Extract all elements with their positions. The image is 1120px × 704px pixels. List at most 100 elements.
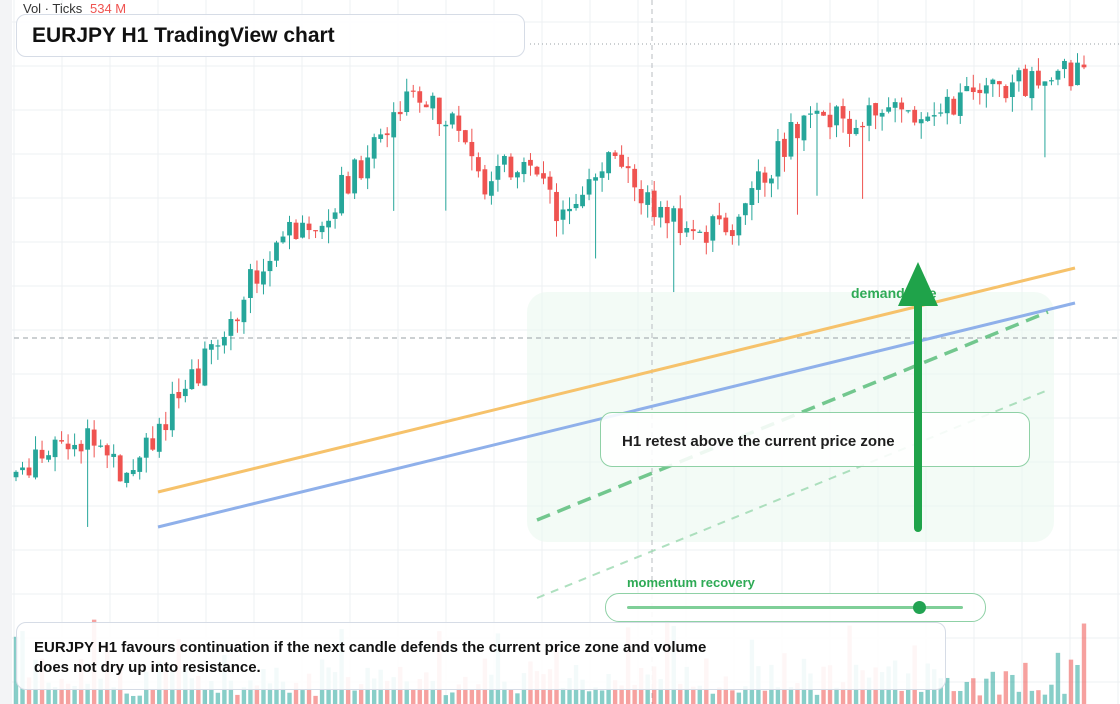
candle-body [319,225,325,233]
candle-body [52,439,58,458]
volume-bar [599,690,605,704]
volume-bar [430,680,435,704]
candle-body [996,81,1002,85]
momentum-slider-track [627,606,963,609]
volume-bar [840,682,846,704]
candle-body [703,231,709,243]
volume-bar [984,678,989,704]
volume-bar [345,677,351,704]
candle-body [899,102,905,110]
volume-bar [958,690,963,704]
candle-body [632,168,638,188]
volume-bar [202,689,208,704]
volume-bar [417,678,422,704]
volume-bar [762,690,768,704]
candle-body [508,156,514,178]
candle-body [65,443,71,450]
zone-note-box [600,412,1030,467]
candle-body [951,98,957,115]
candle-body [85,428,91,450]
candle-body [892,102,898,108]
volume-bar [619,685,624,704]
volume-bar [85,683,90,704]
candle-body [886,107,892,112]
volume-bar [508,689,514,704]
candle-body [938,112,944,114]
volume-bar [371,678,377,704]
volume-bar [691,686,696,704]
candle-body [248,269,253,298]
volume-bar [254,685,260,704]
candle-body [436,97,442,125]
candle-body [397,111,403,115]
candle-body [111,453,117,457]
volume-bar [287,692,292,704]
volume-bar [59,678,64,704]
candle-body [117,455,123,482]
candle-body [475,157,481,172]
candle-body [130,470,136,475]
candle-body [365,157,371,179]
candle-body [456,115,462,131]
volume-bar [228,680,234,704]
candle-body [1036,70,1041,86]
candle-body [339,174,345,214]
candle-body [502,155,507,165]
candle-body [827,114,833,128]
volume-bar [352,690,357,704]
candle-body [358,160,364,179]
candle-body [638,189,644,204]
candle-body [645,192,651,205]
momentum-label: momentum recovery [627,575,755,590]
candle-body [769,178,774,184]
volume-bar [938,678,943,704]
candle-body [749,188,755,205]
candle-body [182,388,188,397]
volume-indicator-value: 534 M [90,1,127,16]
caption-panel [16,622,946,690]
price-scale-strip [0,0,12,704]
momentum-slider-knob[interactable] [913,601,927,614]
volume-bar [1036,690,1041,704]
volume-bar [834,687,839,704]
candle-body [410,90,416,92]
candle-body [352,159,358,194]
candle-body [176,391,182,399]
candle-body [964,86,970,92]
volume-bar [612,680,618,704]
candle-body [1068,62,1074,87]
candle-body [567,208,572,212]
candle-body [521,161,527,175]
candle-body [580,194,585,207]
candle-body [573,203,579,209]
candle-body [918,119,924,124]
candle-body [775,141,781,177]
candle-body [931,115,937,117]
volume-bar [111,687,116,704]
candle-body [879,112,885,117]
candle-body [1055,70,1061,80]
candle-body [1003,86,1009,99]
volume-bar [678,683,683,704]
volume-bar [384,680,390,704]
candle-body [33,449,38,478]
candle-body [847,118,852,134]
candle-body [488,181,494,196]
volume-bar [580,679,585,704]
candle-body [944,96,950,114]
candle-body [795,123,800,139]
volume-bar [730,690,735,704]
volume-bar [997,694,1002,704]
volume-bar [463,676,468,704]
candle-body [20,467,25,471]
volume-bar [586,691,592,704]
candle-body [990,79,996,85]
candle-body [332,212,338,219]
candle-body [345,176,351,194]
candle-body [808,113,813,115]
volume-bar [743,686,748,704]
candle-body [228,318,234,336]
candle-body [983,85,989,94]
